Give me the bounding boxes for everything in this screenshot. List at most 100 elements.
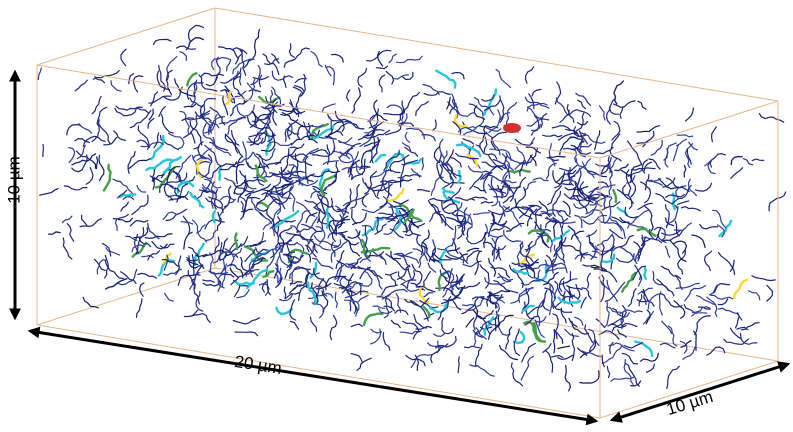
- pore-segment: [198, 179, 212, 198]
- pore-segment: [192, 255, 194, 275]
- pore-segment: [215, 58, 220, 83]
- pore-segment: [452, 73, 464, 79]
- pore-segment: [637, 300, 649, 302]
- pore-segment: [575, 216, 582, 228]
- box-back-edges: [37, 8, 778, 361]
- pore-segment: [86, 168, 93, 185]
- pore-segment: [467, 227, 471, 237]
- pore-segment: [634, 242, 641, 258]
- pore-segment: [327, 209, 329, 228]
- pore-segment: [597, 234, 612, 245]
- pore-segment: [677, 135, 693, 137]
- pore-segment: [236, 282, 254, 285]
- pore-segment: [516, 329, 520, 340]
- pore-segment: [187, 114, 209, 120]
- pore-segment: [496, 69, 510, 87]
- pore-segment: [258, 203, 269, 208]
- pore-segment: [463, 305, 475, 306]
- pore-segment: [77, 151, 96, 168]
- pore-segment: [649, 159, 660, 169]
- pore-segment: [129, 159, 150, 169]
- pore-segment: [684, 165, 686, 177]
- pore-segment: [442, 318, 454, 334]
- pore-segment: [241, 237, 248, 246]
- pore-segment: [286, 233, 313, 240]
- pore-segment: [154, 39, 171, 44]
- pore-segment: [563, 201, 570, 214]
- pore-segment: [384, 112, 403, 114]
- pore-segment: [362, 203, 387, 212]
- pore-segment: [395, 310, 408, 314]
- pore-segment: [620, 310, 642, 314]
- pore-segment: [374, 100, 387, 120]
- pore-segment: [730, 328, 741, 339]
- pore-segment: [64, 186, 87, 190]
- pore-network: [38, 25, 785, 391]
- pore-segment: [710, 154, 725, 168]
- pore-segment: [111, 81, 121, 91]
- depth-label: 10 µm: [664, 387, 715, 419]
- pore-segment: [554, 331, 563, 344]
- pore-segment: [201, 73, 223, 76]
- pore-segment: [657, 279, 674, 295]
- pore-segment: [327, 131, 343, 138]
- pore-segment: [705, 251, 712, 270]
- pore-segment: [448, 248, 459, 251]
- pore-segment: [695, 316, 711, 335]
- pore-segment: [731, 157, 742, 165]
- pore-segment: [259, 75, 261, 86]
- pore-segment: [80, 219, 101, 227]
- pore-segment: [525, 232, 545, 250]
- pore-segment: [380, 254, 386, 264]
- pore-segment: [677, 201, 688, 205]
- pore-segment: [298, 125, 303, 139]
- pore-segment: [166, 209, 186, 220]
- height-label: 10 µm: [4, 156, 23, 204]
- pore-segment: [620, 107, 623, 118]
- pore-segment: [67, 125, 81, 135]
- pore-segment: [154, 133, 159, 148]
- pore-segment: [130, 221, 148, 226]
- pore-segment: [397, 56, 423, 63]
- pore-segment: [640, 353, 658, 361]
- pore-segment: [600, 106, 606, 120]
- pore-segment: [99, 155, 104, 180]
- pore-segment: [578, 348, 587, 356]
- pore-segment: [468, 155, 478, 167]
- pore-segment: [162, 114, 174, 133]
- pore-segment: [422, 293, 432, 298]
- pore-segment: [302, 224, 316, 231]
- pore-segment: [470, 174, 483, 189]
- pore-segment: [331, 54, 343, 62]
- pore-segment: [69, 148, 75, 163]
- pore-segment: [292, 48, 310, 61]
- pore-segment: [640, 182, 650, 203]
- pore-segment: [383, 333, 390, 351]
- pore-segment: [522, 343, 536, 362]
- pore-segment: [623, 185, 633, 203]
- pore-segment: [533, 178, 548, 181]
- pore-segment: [614, 190, 617, 202]
- pore-segment: [330, 316, 337, 340]
- pore-segment: [543, 290, 549, 310]
- page: {"labels": {"height": "10 µm", "length":…: [0, 0, 793, 427]
- pore-segment: [480, 126, 486, 148]
- pore-segment: [180, 52, 186, 61]
- pore-segment: [401, 160, 405, 187]
- pore-segment: [382, 285, 398, 295]
- pore-segment: [235, 234, 237, 250]
- pore-segment: [719, 253, 735, 275]
- pore-segment: [587, 230, 597, 236]
- pore-segment: [264, 271, 274, 277]
- pore-segment: [113, 215, 128, 219]
- pore-segment: [43, 145, 44, 157]
- pore-segment: [628, 141, 642, 165]
- pore-segment: [405, 132, 409, 142]
- pore-segment: [115, 219, 117, 230]
- pore-segment: [402, 143, 410, 151]
- pore-segment: [470, 365, 494, 376]
- pore-segment: [288, 130, 299, 134]
- pore-segment: [434, 147, 439, 163]
- pore-segment: [180, 111, 189, 134]
- pore-segment: [647, 364, 655, 372]
